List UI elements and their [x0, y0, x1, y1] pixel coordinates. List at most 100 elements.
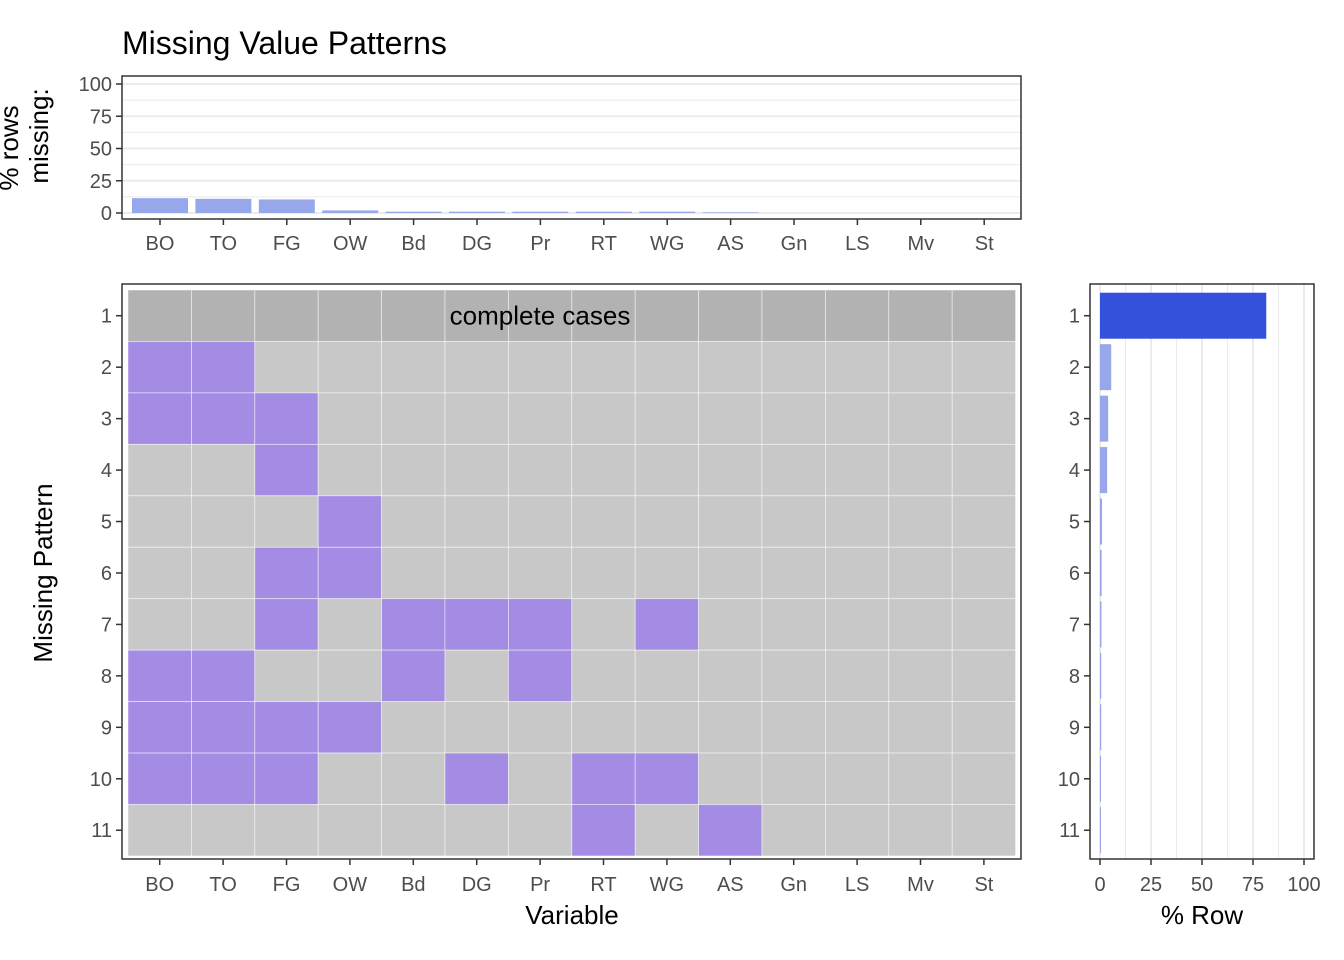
heatmap-cell: [381, 289, 446, 342]
heatmap-cell: [634, 495, 700, 548]
heatmap-cell: [254, 289, 319, 342]
heatmap-cell: [951, 649, 1017, 703]
heatmap-cell: [888, 701, 953, 754]
heatmap-cell: [381, 752, 446, 805]
heatmap-cell: [444, 392, 509, 445]
heatmap-cell: [761, 546, 826, 600]
heatmap-x-tick-label: LS: [845, 874, 869, 896]
heatmap-cell: [634, 598, 700, 651]
heatmap-cell: [507, 289, 573, 342]
side-x-tick-label: 100: [1287, 874, 1320, 896]
heatmap-cell: [190, 649, 256, 703]
heatmap-x-axis-title: Variable: [525, 900, 618, 930]
top-panel-border: [121, 75, 1022, 220]
top-bar: [195, 198, 252, 213]
heatmap-cell: [190, 495, 256, 548]
heatmap-cell: [381, 804, 446, 857]
heatmap-cell: [825, 701, 890, 754]
heatmap-cell: [888, 392, 953, 445]
side-bar: [1100, 498, 1103, 545]
heatmap-cell: [444, 649, 509, 703]
heatmap-x-tick-label: Mv: [907, 874, 934, 896]
top-y-axis-title-line-1: % rows: [0, 105, 24, 190]
heatmap-cell: [888, 495, 953, 548]
heatmap-cell: [317, 289, 383, 342]
heatmap-cell: [571, 701, 636, 754]
heatmap-cell: [190, 752, 256, 805]
heatmap-cell: [254, 495, 319, 548]
heatmap-y-tick-label: 3: [101, 409, 112, 431]
heatmap-y-tick-label: 10: [90, 769, 112, 791]
heatmap-cell: [571, 341, 636, 394]
side-y-tick-label: 5: [1069, 512, 1080, 534]
heatmap-cell: [444, 804, 509, 857]
heatmap-cell: [254, 752, 319, 805]
heatmap-cell: [634, 752, 700, 805]
heatmap-cell: [888, 804, 953, 857]
top-x-tick-label: RT: [591, 233, 617, 255]
heatmap-cell: [571, 804, 636, 857]
top-x-tick-label: TO: [210, 233, 237, 255]
heatmap-cell: [444, 443, 509, 497]
heatmap-x-tick-label: St: [974, 874, 993, 896]
heatmap-cell: [381, 546, 446, 600]
heatmap-cell: [825, 598, 890, 651]
heatmap-cell: [761, 495, 826, 548]
heatmap-cell: [127, 598, 192, 651]
side-bar: [1100, 807, 1102, 854]
top-bar: [258, 199, 315, 213]
side-bar: [1100, 344, 1112, 391]
heatmap-cell: [951, 804, 1017, 857]
heatmap-cell: [190, 289, 256, 342]
heatmap-panel: 1 2 3 4 5 6 7 8 9 10 11 complete cases BO TO FG OW Bd DG P…: [90, 283, 1022, 896]
heatmap-cell: [317, 804, 383, 857]
heatmap-cell: [698, 341, 763, 394]
heatmap-cell: [698, 598, 763, 651]
side-bar: [1100, 549, 1102, 596]
heatmap-cell: [127, 546, 192, 600]
top-bar: [322, 210, 379, 213]
top-x-tick-label: DG: [462, 233, 492, 255]
heatmap-y-tick-label: 8: [101, 666, 112, 688]
side-y-tick-label: 7: [1069, 614, 1080, 636]
side-panel-border: [1089, 283, 1315, 860]
heatmap-cell: [507, 804, 573, 857]
heatmap-cell: [951, 495, 1017, 548]
top-bar: [702, 212, 759, 213]
side-y-tick-label: 8: [1069, 666, 1080, 688]
heatmap-x-tick-label: Gn: [780, 874, 807, 896]
heatmap-cell: [698, 804, 763, 857]
top-y-tick-label: 0: [101, 203, 112, 225]
heatmap-y-tick-label: 1: [101, 306, 112, 328]
heatmap-cell: [507, 443, 573, 497]
top-x-tick-label: Pr: [530, 233, 550, 255]
heatmap-cell: [761, 341, 826, 394]
heatmap-x-tick-label: Bd: [401, 874, 425, 896]
heatmap-cell: [571, 392, 636, 445]
heatmap-cell: [698, 443, 763, 497]
heatmap-cell: [254, 598, 319, 651]
heatmap-cell: [761, 289, 826, 342]
heatmap-cell: [698, 289, 763, 342]
side-y-tick-label: 10: [1058, 769, 1080, 791]
top-y-tick-label: 50: [90, 139, 112, 161]
side-x-tick-label: 25: [1140, 874, 1162, 896]
side-y-tick-label: 9: [1069, 717, 1080, 739]
heatmap-cell: [254, 546, 319, 600]
heatmap-cell: [507, 341, 573, 394]
side-y-tick-label: 2: [1069, 357, 1080, 379]
heatmap-cell: [825, 546, 890, 600]
heatmap-cell: [444, 752, 509, 805]
heatmap-y-tick-label: 5: [101, 512, 112, 534]
heatmap-cell: [698, 752, 763, 805]
heatmap-cell: [127, 701, 192, 754]
top-y-tick-label: 75: [90, 106, 112, 128]
side-y-tick-label: 6: [1069, 563, 1080, 585]
side-bar: [1100, 652, 1102, 699]
heatmap-x-tick-label: BO: [145, 874, 174, 896]
heatmap-cell: [761, 649, 826, 703]
heatmap-y-tick-label: 2: [101, 357, 112, 379]
heatmap-cell: [381, 392, 446, 445]
heatmap-cell: [698, 392, 763, 445]
